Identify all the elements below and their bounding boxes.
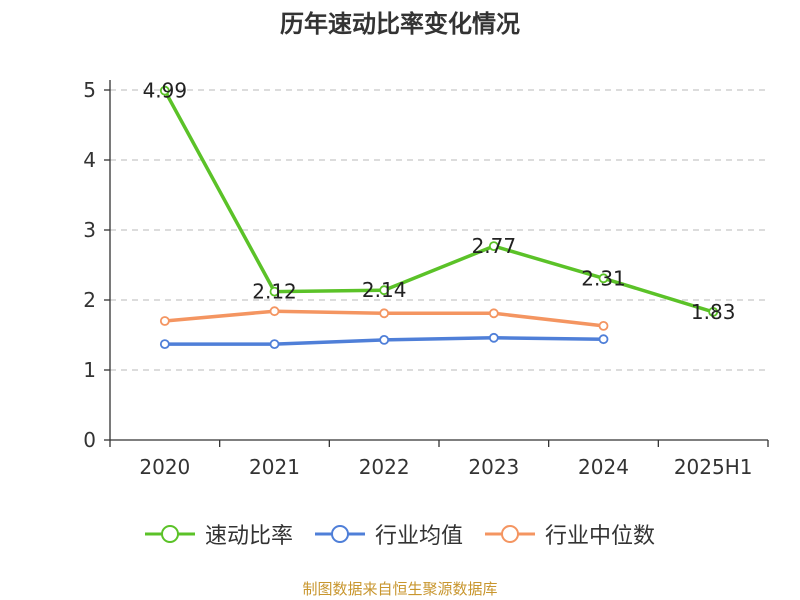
legend-item-0[interactable]: 速动比率	[144, 518, 293, 550]
legend-swatch-marker	[501, 525, 519, 543]
legend-swatch-icon	[485, 525, 535, 543]
data-point	[488, 308, 499, 319]
data-label: 2.31	[581, 266, 626, 290]
data-point	[488, 332, 499, 343]
data-point	[269, 306, 280, 317]
data-labels: 4.99 2.12 2.14 2.77 2.31 1.83	[143, 79, 736, 324]
series-line-0	[163, 89, 714, 314]
data-point	[598, 320, 609, 331]
legend-item-2[interactable]: 行业中位数	[485, 518, 655, 550]
data-point	[159, 316, 170, 326]
x-tick-label: 2022	[359, 455, 410, 479]
legend: 速动比率 行业均值 行业中位数	[0, 518, 800, 550]
legend-item-1[interactable]: 行业均值	[314, 518, 463, 550]
data-point	[598, 273, 609, 284]
source-note: 制图数据来自恒生聚源数据库	[302, 580, 498, 598]
data-label: 2.14	[362, 278, 407, 302]
y-tick-label: 3	[83, 218, 96, 242]
legend-swatch-marker	[160, 525, 179, 543]
x-tick-label: 2025H1	[674, 455, 753, 479]
legend-swatch-icon	[314, 525, 365, 543]
y-tick-label: 4	[83, 148, 96, 172]
legend-label: 行业均值	[374, 524, 463, 549]
y-tick-label: 2	[83, 288, 96, 312]
gridlines	[110, 89, 768, 371]
legend-swatch-icon	[144, 525, 195, 543]
series-lines	[159, 85, 719, 350]
data-label: 2.77	[472, 234, 517, 258]
data-point	[488, 241, 499, 252]
legend-swatch-marker	[330, 525, 349, 543]
data-point	[379, 285, 390, 296]
y-tick-label: 0	[83, 428, 96, 452]
data-point	[379, 308, 390, 319]
data-point	[269, 339, 280, 350]
axes: 0 1 2 3 4 5 2020 2021 2022 2023 2024 2025H1	[83, 78, 769, 479]
legend-label: 速动比率	[204, 524, 293, 549]
y-tick-label: 1	[83, 358, 96, 382]
y-tick-label: 5	[83, 78, 96, 102]
x-tick-label: 2023	[468, 455, 519, 479]
data-point	[159, 85, 170, 96]
data-point	[598, 334, 609, 345]
data-label: 2.12	[252, 280, 297, 304]
data-point	[379, 334, 390, 345]
data-point	[159, 339, 170, 350]
data-label: 1.83	[691, 300, 736, 324]
x-tick-label: 2021	[249, 455, 300, 479]
data-label: 4.99	[143, 79, 188, 103]
x-tick-label: 2024	[578, 455, 629, 479]
chart-title: 历年速动比率变化情况	[280, 10, 520, 38]
x-tick-label: 2020	[139, 455, 190, 479]
data-point	[269, 286, 280, 297]
data-point	[708, 306, 719, 317]
legend-label: 行业中位数	[545, 524, 656, 549]
